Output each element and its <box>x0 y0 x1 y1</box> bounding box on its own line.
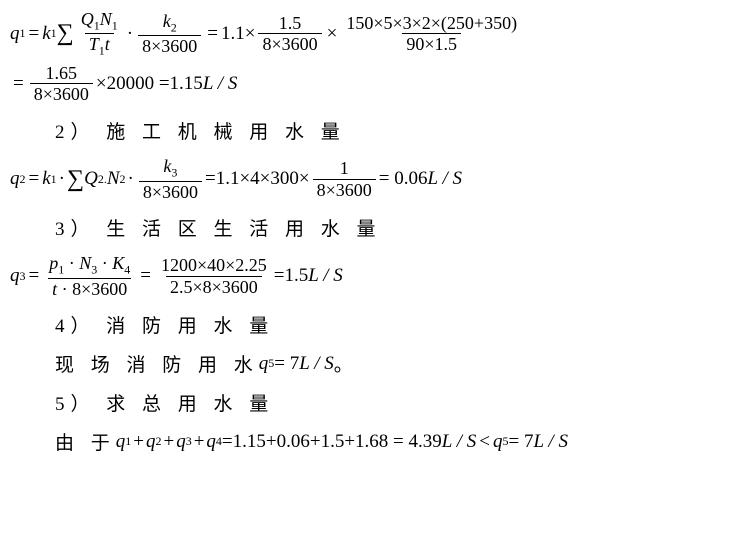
equation-q2: q2 = k1 · ∑ Q2. N2 · k3 8×3600 =1.1×4×30… <box>10 156 729 202</box>
sub-1: 1 <box>20 26 26 41</box>
frac-k3: k3 8×3600 <box>139 156 202 202</box>
op-eq: = <box>29 23 40 45</box>
var-q1: q <box>10 23 20 45</box>
equation-q3: q3 = p1 · N3 · K4 t · 8×3600 = 1200×40×2… <box>10 253 729 299</box>
var-k1: k <box>42 23 50 45</box>
var-q3: q <box>10 265 20 287</box>
op-times: × <box>327 23 338 45</box>
text-since: 由 于 <box>55 428 116 455</box>
heading-5: 5） 求 总 用 水 量 <box>55 389 729 416</box>
frac-pNK: p1 · N3 · K4 t · 8×3600 <box>45 253 134 299</box>
frac-Q1N1-T1t: Q1N1 T1t <box>77 9 122 59</box>
op-dot: · <box>127 23 133 45</box>
val-1p1: 1.1× <box>221 23 255 45</box>
unit-1b: L / S <box>203 73 238 95</box>
frac-1p65: 1.65 8×3600 <box>30 63 93 105</box>
unit-2: L / S <box>428 168 463 190</box>
var-q2: q <box>10 168 20 190</box>
equation-sum: 由 于 q1 + q2 + q3 + q4 =1.15+0.06+1.5+1.6… <box>55 428 729 455</box>
frac-k2: k2 8×3600 <box>138 11 201 57</box>
op-eq2: = <box>207 23 218 45</box>
frac-1-over: 1 8×3600 <box>313 158 376 200</box>
op-eq: = <box>13 73 24 95</box>
sigma-icon-2: ∑ <box>67 166 84 193</box>
text-fire: 现 场 消 防 用 水 <box>55 350 259 377</box>
equation-q1-line2: = 1.65 8×3600 ×20000 =1.15 L / S <box>10 63 729 105</box>
equation-q1-line1: q1 = k1 ∑ Q1N1 T1t · k2 8×3600 = 1.1× 1.… <box>10 9 729 59</box>
sigma-icon: ∑ <box>57 20 74 47</box>
frac-1p5: 1.5 8×3600 <box>258 13 321 55</box>
heading-4: 4） 消 防 用 水 量 <box>55 311 729 338</box>
heading-2: 2） 施 工 机 械 用 水 量 <box>55 117 729 144</box>
heading-3: 3） 生 活 区 生 活 用 水 量 <box>55 214 729 241</box>
tail-1b: ×20000 =1.15 <box>96 73 203 95</box>
frac-1200: 1200×40×2.25 2.5×8×3600 <box>157 255 271 297</box>
line-fire-water: 现 场 消 防 用 水 q5 = 7 L / S 。 <box>55 350 729 377</box>
unit-3: L / S <box>308 265 343 287</box>
frac-big: 150×5×3×2×(250+350) 90×1.5 <box>342 13 521 55</box>
